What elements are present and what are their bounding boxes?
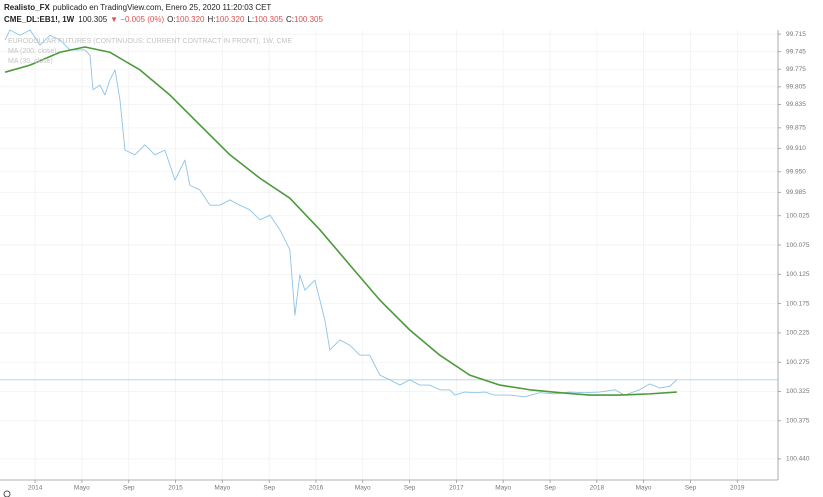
y-tick-label: 100.225 bbox=[786, 330, 810, 337]
x-tick-label: Sep bbox=[404, 485, 416, 492]
ohlc-label: O: bbox=[167, 15, 175, 24]
x-tick-label: 2018 bbox=[590, 485, 605, 492]
y-tick-label: 99.875 bbox=[786, 125, 806, 132]
ohlc-value: 100.320 bbox=[176, 15, 205, 24]
y-tick-label: 100.440 bbox=[786, 456, 810, 463]
x-tick-label: Mayo bbox=[214, 485, 230, 492]
y-tick-label: 100.125 bbox=[786, 271, 810, 278]
ohlc-value: 100.305 bbox=[254, 15, 283, 24]
ohlc-label: C: bbox=[286, 15, 294, 24]
x-tick-label: 2019 bbox=[730, 485, 745, 492]
x-tick-label: 2017 bbox=[449, 485, 464, 492]
legend-entry: MA (200, close) bbox=[8, 48, 57, 55]
author: Realisto_FX bbox=[4, 3, 50, 12]
y-tick-label: 99.805 bbox=[786, 84, 806, 91]
y-tick-label: 100.275 bbox=[786, 359, 810, 366]
y-tick-label: 99.775 bbox=[786, 66, 806, 73]
series-line bbox=[4, 46, 677, 396]
x-tick-label: Mayo bbox=[495, 485, 511, 492]
ohlc-value: 100.305 bbox=[294, 15, 323, 24]
x-tick-label: 2015 bbox=[168, 485, 183, 492]
y-tick-label: 99.835 bbox=[786, 101, 806, 108]
ohlc-value: 100.320 bbox=[215, 15, 244, 24]
y-tick-label: 100.025 bbox=[786, 212, 810, 219]
y-tick-label: 100.175 bbox=[786, 300, 810, 307]
y-tick-label: 100.075 bbox=[786, 242, 810, 249]
series-line bbox=[4, 29, 678, 398]
x-tick-label: Sep bbox=[263, 485, 275, 492]
y-tick-label: 100.375 bbox=[786, 418, 810, 425]
x-tick-label: 2016 bbox=[309, 485, 324, 492]
published: publicado en TradingView.com, Enero 25, … bbox=[53, 3, 272, 12]
price: 100.305 bbox=[78, 15, 107, 24]
x-tick-label: Sep bbox=[685, 485, 697, 492]
x-tick-label: Mayo bbox=[355, 485, 371, 492]
header-line-1: Realisto_FX publicado en TradingView.com,… bbox=[4, 3, 271, 12]
y-tick-label: 99.715 bbox=[786, 31, 806, 38]
y-tick-label: 99.950 bbox=[786, 169, 806, 176]
logo bbox=[3, 490, 11, 497]
x-tick-label: 2014 bbox=[28, 485, 43, 492]
ohlc-label: L: bbox=[247, 15, 254, 24]
plot: 99.715 99.745 99.775 99.805 99.835 99.875 99.9… bbox=[0, 29, 810, 492]
legend-entry: MA (30, close) bbox=[8, 58, 53, 65]
legend-entry: EURODOLLAR FUTURES (CONTINUOUS: CURRENT … bbox=[8, 38, 292, 45]
x-tick-label: Mayo bbox=[74, 485, 90, 492]
x-tick-label: Sep bbox=[544, 485, 556, 492]
y-tick-label: 99.985 bbox=[786, 189, 806, 196]
y-tick-label: 99.910 bbox=[786, 145, 806, 152]
header-line-2: CME_DL:EB1!, 1W 100.305 ▼ −0.005 (0%) O:100… bbox=[4, 15, 323, 24]
ohlc-label: H: bbox=[207, 15, 215, 24]
symbol: CME_DL:EB1!, 1W bbox=[4, 15, 75, 24]
y-tick-label: 100.325 bbox=[786, 388, 810, 395]
x-tick-label: Sep bbox=[123, 485, 135, 492]
x-tick-label: Mayo bbox=[636, 485, 652, 492]
y-tick-label: 99.745 bbox=[786, 48, 806, 55]
change: ▼ −0.005 (0%) bbox=[110, 15, 164, 24]
